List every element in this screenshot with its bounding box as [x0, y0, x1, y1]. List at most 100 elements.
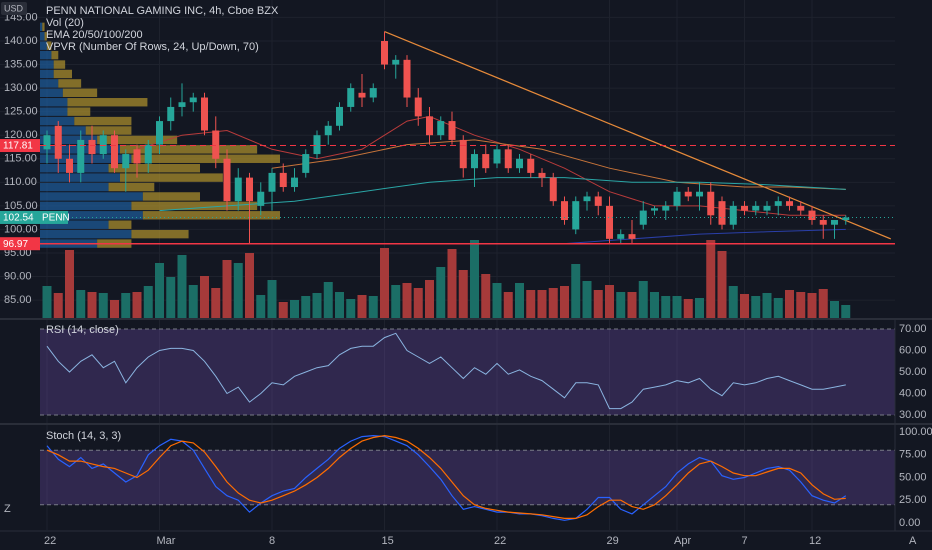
candle-body: [156, 121, 163, 145]
candle-body: [549, 177, 557, 202]
price-tag-label: 96.97: [3, 239, 28, 250]
candle-body: [741, 205, 748, 211]
volume-bar: [98, 293, 108, 318]
candle-body: [606, 205, 613, 239]
vpvr-up: [40, 192, 143, 201]
volume-bar: [436, 267, 446, 318]
volume-bar: [301, 296, 311, 318]
candle-body: [831, 220, 838, 225]
y-tick-label: 50.00: [899, 471, 927, 483]
candle-body: [797, 205, 805, 211]
corner-label[interactable]: A: [909, 535, 917, 547]
candle-body: [594, 196, 602, 206]
y-tick-label: 40.00: [899, 387, 927, 399]
volume-bar: [593, 290, 603, 318]
corner-label[interactable]: Z: [4, 503, 11, 515]
vpvr-down: [42, 22, 45, 32]
volume-bar: [560, 286, 569, 318]
x-tick-label: 22: [494, 535, 506, 547]
volume-bar: [110, 300, 119, 318]
candle-body: [369, 88, 377, 98]
volume-bar: [447, 249, 457, 318]
volume-bar: [65, 250, 74, 318]
volume-bar: [278, 302, 288, 318]
stoch-title[interactable]: Stoch (14, 3, 3): [46, 430, 121, 442]
chart-title: PENN NATIONAL GAMING INC, 4h, Cboe BZX: [46, 5, 279, 17]
candle-body: [201, 97, 208, 131]
y-tick-label: 125.00: [4, 106, 38, 118]
candle-body: [77, 139, 85, 173]
candle-body: [617, 234, 625, 239]
vpvr-down: [142, 192, 200, 201]
trendline: [384, 31, 892, 240]
candle-body: [707, 191, 715, 216]
vpvr-up: [40, 107, 68, 116]
candle-body: [639, 210, 647, 225]
volume-bar: [200, 276, 209, 318]
candle-body: [561, 201, 568, 221]
x-tick-label: Apr: [674, 535, 691, 547]
volume-bar: [155, 263, 164, 318]
volume-bar: [773, 298, 783, 318]
vpvr-up: [40, 32, 45, 41]
volume-bar: [76, 290, 86, 318]
volume-bar: [53, 293, 63, 318]
y-tick-label: 105.00: [4, 200, 38, 212]
volume-bar: [481, 274, 491, 318]
volume-bar: [42, 286, 52, 318]
volume-bar: [177, 255, 187, 318]
volume-bar: [267, 280, 277, 318]
candle-body: [246, 177, 253, 202]
candle-body: [684, 191, 692, 197]
vpvr-up: [40, 173, 120, 182]
candle-body: [358, 92, 366, 98]
candle-body: [336, 106, 343, 126]
vpvr-up: [40, 69, 54, 79]
volume-bar: [346, 299, 356, 318]
candle-body: [662, 205, 670, 211]
volume-bar: [818, 289, 828, 318]
y-tick-label: 60.00: [899, 344, 927, 356]
indicator-label[interactable]: VPVR (Number Of Rows, 24, Up/Down, 70): [46, 41, 259, 53]
volume-bar: [526, 290, 536, 318]
vpvr-up: [40, 116, 75, 126]
vpvr-down: [142, 211, 280, 220]
vpvr-up: [40, 220, 109, 229]
candle-body: [122, 154, 130, 169]
candle-body: [482, 154, 490, 169]
currency: USD: [4, 3, 24, 13]
currency-box[interactable]: [1, 2, 27, 15]
volume-bar: [121, 293, 131, 318]
y-tick-label: 100.00: [4, 223, 38, 235]
vpvr-down: [53, 69, 72, 79]
volume-bar: [650, 292, 659, 318]
candle-body: [167, 106, 175, 122]
volume-bar: [492, 283, 502, 318]
candle-body: [504, 149, 512, 169]
volume-bar: [458, 270, 468, 318]
indicator-label[interactable]: Vol (20): [46, 17, 84, 29]
volume-bar: [87, 292, 97, 318]
y-tick-label: 140.00: [4, 35, 38, 47]
vpvr-up: [40, 229, 132, 239]
y-tick-label: 70.00: [899, 323, 927, 335]
volume-bar: [233, 263, 243, 318]
indicator-label[interactable]: EMA 20/50/100/200: [46, 29, 143, 41]
volume-bar: [211, 288, 221, 318]
volume-bar: [188, 285, 198, 318]
series-line: [46, 332, 846, 410]
vpvr-up: [40, 201, 132, 211]
volume-bar: [785, 290, 794, 318]
volume-bar: [537, 290, 547, 318]
rsi-title[interactable]: RSI (14, close): [46, 324, 119, 336]
volume-bar: [515, 283, 524, 318]
vpvr-up: [40, 50, 52, 60]
volume-bar: [740, 294, 749, 318]
vpvr-down: [46, 41, 52, 50]
volume-bar: [796, 292, 806, 318]
vpvr-down: [67, 98, 148, 107]
candle-body: [43, 135, 51, 150]
y-tick-label: 120.00: [4, 129, 38, 141]
volume-bar: [695, 298, 704, 318]
volume-bar: [256, 295, 266, 318]
